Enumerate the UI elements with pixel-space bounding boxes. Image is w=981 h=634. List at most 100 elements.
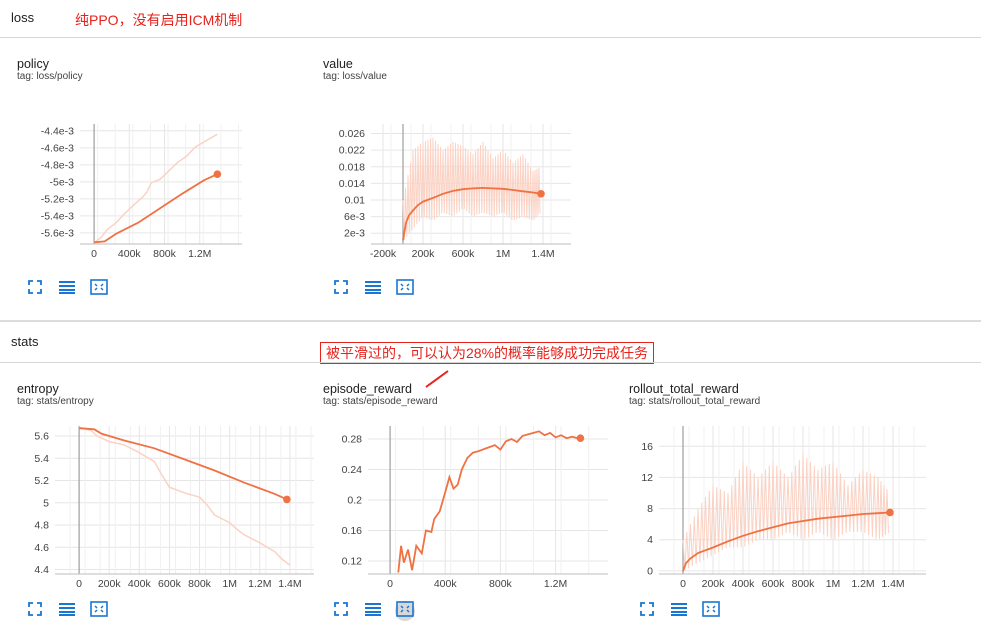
y-tick-label: 0 [647, 565, 653, 577]
x-tick-label: 600k [452, 248, 476, 260]
section-title-stats[interactable]: stats [11, 334, 39, 349]
section-divider [0, 362, 981, 363]
y-tick-label: 4 [647, 534, 653, 546]
y-tick-label: 0.018 [339, 161, 365, 173]
x-tick-label: 1.2M [851, 578, 874, 590]
raw-series-line [78, 426, 291, 566]
data-table-button[interactable] [363, 279, 383, 299]
x-tick-label: 1M [826, 578, 841, 590]
x-tick-label: -200k [370, 248, 397, 260]
data-table-icon [671, 602, 687, 621]
card-tag: tag: stats/entropy [17, 396, 94, 407]
y-tick-label: -4.6e-3 [41, 142, 74, 154]
data-table-button[interactable] [363, 601, 383, 621]
fullscreen-button[interactable] [331, 601, 351, 621]
card-title: episode_reward [323, 382, 412, 396]
y-tick-label: 0.16 [342, 525, 363, 537]
x-tick-label: 1.4M [881, 578, 904, 590]
raw-series-line [402, 137, 541, 241]
y-tick-label: 2e-3 [344, 228, 365, 240]
chart-policy[interactable]: -4.4e-3 -4.6e-3 -4.8e-3 -5e-3 -5.2e-3 -5.4e-3… [17, 87, 317, 277]
fit-domain-button[interactable] [395, 600, 415, 622]
smoothed-series-line [79, 427, 288, 501]
card-title: policy [17, 57, 49, 71]
last-point-marker [213, 170, 222, 179]
x-tick-label: 0 [76, 578, 82, 590]
y-tick-label: 5.4 [34, 453, 49, 465]
x-tick-label: 0 [387, 578, 393, 590]
fit-domain-icon [90, 600, 108, 622]
x-tick-label: 800k [489, 578, 513, 590]
y-tick-label: 5 [43, 497, 49, 509]
fit-domain-icon [396, 278, 414, 300]
y-tick-label: 0.24 [342, 464, 363, 476]
y-tick-label: 5.2 [34, 475, 49, 487]
chart-toolbar [25, 600, 109, 622]
x-tick-label: 1M [222, 578, 237, 590]
y-tick-label: 4.6 [34, 542, 49, 554]
smoothed-series-line [397, 430, 581, 573]
fit-domain-icon [702, 600, 720, 622]
card-title: value [323, 57, 353, 71]
section-title-loss[interactable]: loss [11, 10, 35, 25]
x-tick-label: 200k [412, 248, 436, 260]
last-point-marker [886, 508, 894, 517]
card-value: value tag: loss/value 0.026 0.022 0.018 0.0… [323, 57, 623, 307]
card-title: rollout_total_reward [629, 382, 739, 396]
x-tick-label: 400k [128, 578, 152, 590]
fullscreen-button[interactable] [25, 601, 45, 621]
x-tick-label: 800k [188, 578, 212, 590]
y-tick-label: -4.8e-3 [41, 159, 74, 171]
fullscreen-icon [334, 601, 348, 621]
y-tick-label: 4.8 [34, 520, 49, 532]
y-tick-label: 12 [641, 472, 653, 484]
card-tag: tag: stats/rollout_total_reward [629, 396, 761, 407]
data-table-button[interactable] [669, 601, 689, 621]
fit-domain-button[interactable] [395, 278, 415, 300]
chart-toolbar [637, 600, 721, 622]
x-tick-label: 1M [496, 248, 511, 260]
fullscreen-button[interactable] [637, 601, 657, 621]
x-tick-label: 200k [702, 578, 726, 590]
fullscreen-button[interactable] [25, 279, 45, 299]
annotation-arrow [425, 370, 449, 388]
data-table-button[interactable] [57, 279, 77, 299]
fit-domain-icon [396, 600, 414, 622]
y-tick-label: 16 [641, 441, 653, 453]
section-divider [0, 37, 981, 38]
card-episode-reward: episode_reward tag: stats/episode_reward… [323, 382, 623, 632]
y-tick-label: -5.2e-3 [41, 193, 74, 205]
chart-rollout-total-reward[interactable]: 16 12 8 4 0 0 200k 400k 600k 800k 1M 1.2M 1.4M [629, 412, 929, 602]
data-table-button[interactable] [57, 601, 77, 621]
card-rollout-total-reward: rollout_total_reward tag: stats/rollout_… [629, 382, 929, 632]
fullscreen-icon [640, 601, 654, 621]
x-tick-label: 1.4M [531, 248, 554, 260]
x-tick-label: 800k [792, 578, 816, 590]
y-tick-label: 6e-3 [344, 211, 365, 223]
smoothed-series-line [682, 511, 891, 572]
fit-domain-button[interactable] [701, 600, 721, 622]
chart-entropy[interactable]: 5.6 5.4 5.2 5 4.8 4.6 4.4 0 200k 400k 600k 800k 1M 1.… [17, 412, 317, 602]
chart-value[interactable]: 0.026 0.022 0.018 0.014 0.01 6e-3 2e-3 -200k 200… [323, 87, 623, 277]
raw-series-line [93, 133, 218, 244]
chart-toolbar [331, 600, 415, 622]
y-tick-label: 4.4 [34, 564, 49, 576]
chart-episode-reward[interactable]: 0.28 0.24 0.2 0.16 0.12 0 400k 800k 1.2M [323, 412, 623, 602]
x-tick-label: 400k [732, 578, 756, 590]
x-tick-label: 1.2M [248, 578, 271, 590]
y-tick-label: -5e-3 [49, 176, 74, 188]
fullscreen-button[interactable] [331, 279, 351, 299]
last-point-marker [537, 189, 545, 198]
chart-toolbar [25, 278, 109, 300]
fit-domain-button[interactable] [89, 278, 109, 300]
fit-domain-icon [90, 278, 108, 300]
y-tick-label: 8 [647, 503, 653, 515]
x-tick-label: 200k [98, 578, 122, 590]
x-tick-label: 400k [118, 248, 142, 260]
chart-toolbar [331, 278, 415, 300]
fit-domain-button[interactable] [89, 600, 109, 622]
x-tick-label: 1.2M [544, 578, 567, 590]
y-tick-label: 0.01 [345, 194, 366, 206]
raw-series-line [682, 453, 889, 570]
x-tick-label: 400k [434, 578, 458, 590]
